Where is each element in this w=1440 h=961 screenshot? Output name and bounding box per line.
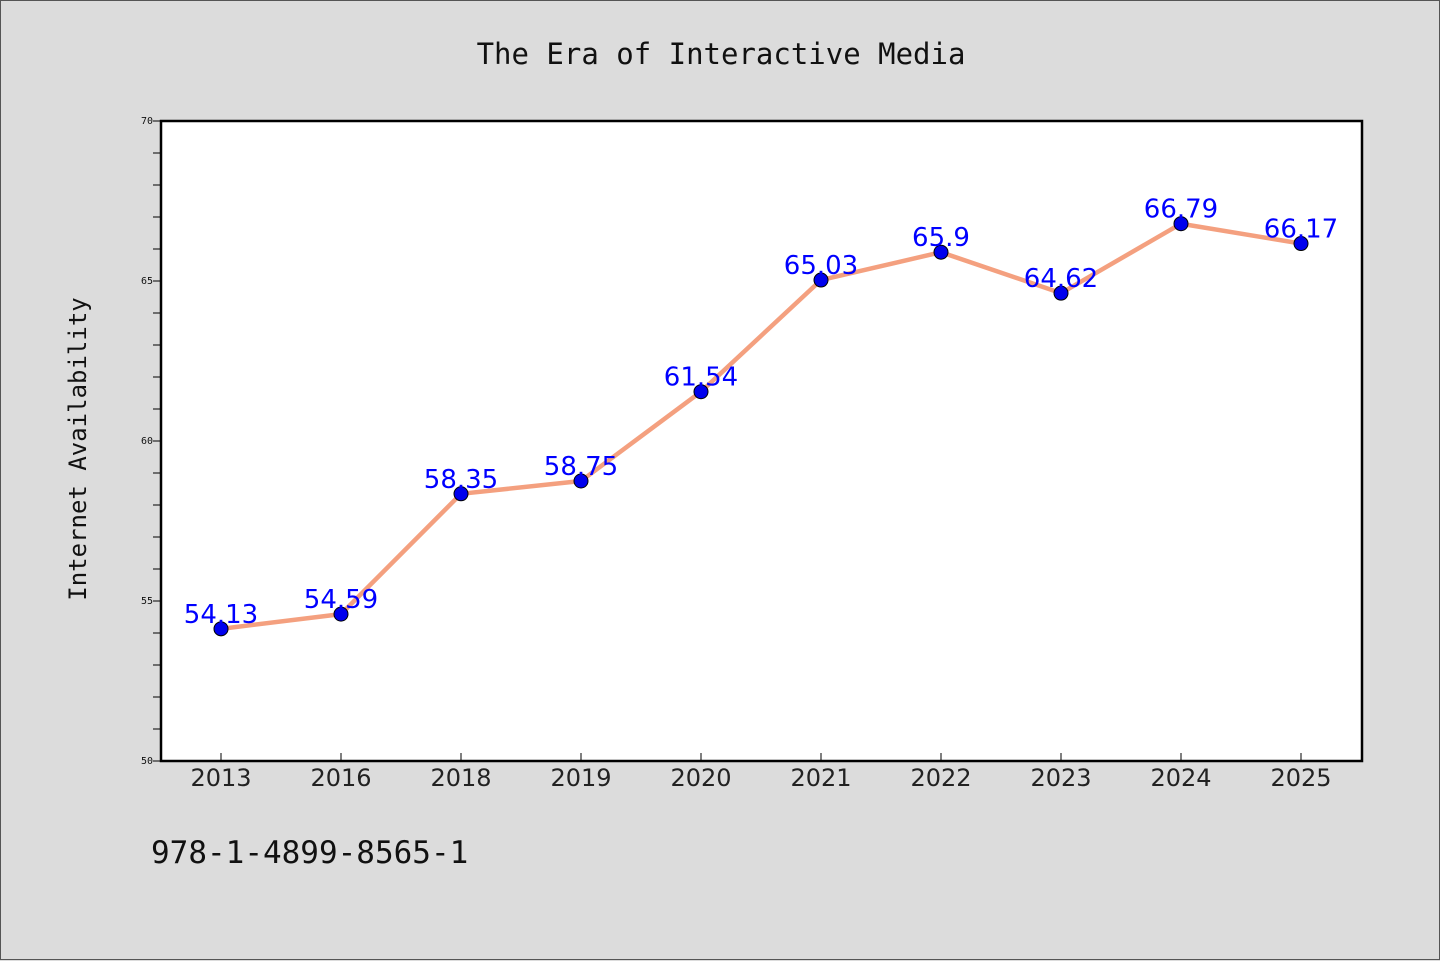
data-point <box>813 272 829 288</box>
x-tick-label: 2025 <box>1270 764 1331 792</box>
chart-title: The Era of Interactive Media <box>477 37 966 71</box>
x-tick-label: 2023 <box>1030 764 1091 792</box>
y-tick-label: 50 <box>141 756 153 767</box>
data-label: 61.54 <box>664 363 738 393</box>
data-label: 54.13 <box>184 600 258 630</box>
data-label: 65.03 <box>784 251 858 281</box>
data-label: 58.35 <box>424 465 498 495</box>
x-axis-ticks: 2013 2016 2018 2019 2020 2021 2022 2023 2024 2025 <box>190 753 1332 792</box>
x-tick-label: 2024 <box>1150 764 1211 792</box>
y-tick-label: 55 <box>141 596 153 607</box>
y-tick-label: 65 <box>141 276 153 287</box>
data-label: 65.9 <box>912 223 970 253</box>
data-point <box>213 621 229 637</box>
x-tick-label: 2016 <box>310 764 371 792</box>
x-tick-label: 2013 <box>190 764 251 792</box>
y-axis-ticks: 50 55 60 65 70 <box>141 116 161 767</box>
x-tick-label: 2018 <box>430 764 491 792</box>
data-label: 66.79 <box>1144 195 1218 225</box>
x-tick-label: 2022 <box>910 764 971 792</box>
data-point <box>573 473 589 489</box>
y-tick-label: 70 <box>141 116 153 127</box>
data-point <box>453 486 469 502</box>
x-tick-label: 2021 <box>790 764 851 792</box>
data-label: 66.17 <box>1264 215 1338 245</box>
x-tick-label: 2020 <box>670 764 731 792</box>
data-point <box>933 244 949 260</box>
data-label: 58.75 <box>544 452 618 482</box>
data-point <box>333 606 349 622</box>
x-tick-label: 2019 <box>550 764 611 792</box>
data-point <box>1173 216 1189 232</box>
data-point <box>1053 285 1069 301</box>
data-label: 54.59 <box>304 585 378 615</box>
isbn-footer: 978-1-4899-8565-1 <box>151 835 469 871</box>
series-line <box>218 221 1304 632</box>
data-point <box>693 384 709 400</box>
data-labels-group: 54.13 54.59 58.35 58.75 61.54 65.03 65.9 64.62 6… <box>184 195 1338 630</box>
series-line-group <box>213 216 1309 637</box>
data-label: 64.62 <box>1024 264 1098 294</box>
plot-area <box>159 119 1364 763</box>
data-point <box>1293 236 1309 252</box>
y-axis-label: Internet Availability <box>64 297 92 600</box>
y-tick-label: 60 <box>141 436 153 447</box>
